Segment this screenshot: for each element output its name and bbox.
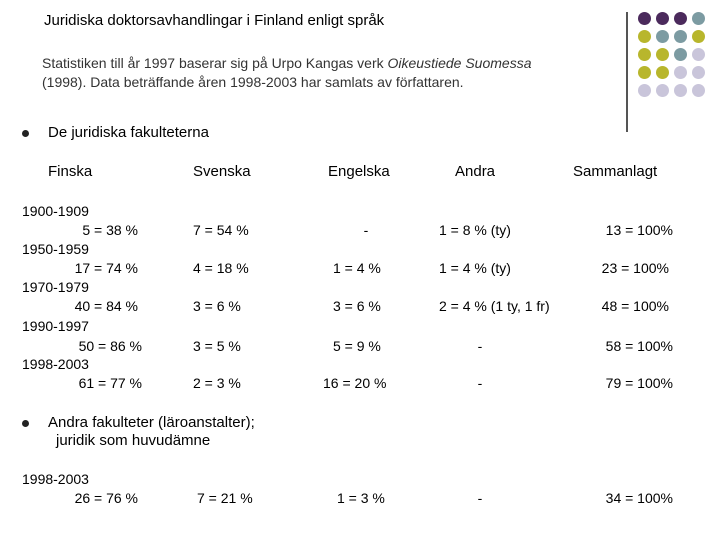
cell-sammanlagt: 13 = 100% xyxy=(605,222,673,238)
cell-svenska: 2 = 3 % xyxy=(193,375,241,391)
column-header-svenska: Svenska xyxy=(193,163,251,180)
column-header-engelska: Engelska xyxy=(328,163,390,180)
cell-finska: 26 = 76 % xyxy=(74,490,138,506)
page-title: Juridiska doktorsavhandlingar i Finland … xyxy=(44,12,385,29)
decorative-dot xyxy=(656,30,669,43)
cell-engelska: 1 = 4 % xyxy=(333,260,381,276)
decorative-dot xyxy=(638,84,651,97)
bullet-icon xyxy=(22,130,29,137)
row-period: 1998-2003 xyxy=(22,471,89,487)
section2-heading-line-1: Andra fakulteter (läroanstalter); xyxy=(48,414,255,431)
column-header-finska: Finska xyxy=(48,163,93,180)
decorative-divider xyxy=(626,12,628,132)
cell-sammanlagt: 48 = 100% xyxy=(601,298,669,314)
cell-engelska: 5 = 9 % xyxy=(333,338,381,354)
cell-andra: 1 = 4 % (ty) xyxy=(439,260,511,276)
row-period: 1900-1909 xyxy=(22,203,89,219)
row-period: 1970-1979 xyxy=(22,279,89,295)
decorative-dot xyxy=(674,12,687,25)
cell-andra: - xyxy=(477,375,483,391)
decorative-dot-grid xyxy=(638,12,714,112)
bullet-icon xyxy=(22,420,29,427)
decorative-dot xyxy=(692,30,705,43)
decorative-dot xyxy=(692,66,705,79)
decorative-dot xyxy=(656,12,669,25)
cell-sammanlagt: 58 = 100% xyxy=(605,338,673,354)
decorative-dot xyxy=(638,48,651,61)
cell-sammanlagt: 34 = 100% xyxy=(605,490,673,506)
decorative-dot xyxy=(692,12,705,25)
decorative-dot xyxy=(656,66,669,79)
cell-andra: - xyxy=(477,338,483,354)
intro-text: Statistiken till år 1997 baserar sig på … xyxy=(42,54,531,92)
cell-finska: 17 = 74 % xyxy=(74,260,138,276)
section1-heading: De juridiska fakulteterna xyxy=(48,124,209,141)
cell-finska: 61 = 77 % xyxy=(78,375,142,391)
cell-engelska: 1 = 3 % xyxy=(337,490,385,506)
cell-finska: 5 = 38 % xyxy=(82,222,138,238)
decorative-dot xyxy=(692,84,705,97)
book-title: Oikeustiede Suomessa xyxy=(387,55,532,71)
row-period: 1990-1997 xyxy=(22,318,89,334)
cell-engelska: - xyxy=(363,222,369,238)
decorative-dot xyxy=(674,30,687,43)
cell-andra: 2 = 4 % (1 ty, 1 fr) xyxy=(439,298,550,314)
cell-svenska: 7 = 54 % xyxy=(193,222,249,238)
decorative-dot xyxy=(638,30,651,43)
decorative-dot xyxy=(656,84,669,97)
decorative-dot xyxy=(674,84,687,97)
intro-line-1: Statistiken till år 1997 baserar sig på … xyxy=(42,54,531,73)
decorative-dot xyxy=(638,66,651,79)
decorative-dot xyxy=(674,66,687,79)
cell-engelska: 16 = 20 % xyxy=(323,375,387,391)
section2-heading: Andra fakulteter (läroanstalter); juridi… xyxy=(48,414,255,450)
cell-svenska: 7 = 21 % xyxy=(197,490,253,506)
cell-svenska: 4 = 18 % xyxy=(193,260,249,276)
cell-sammanlagt: 79 = 100% xyxy=(605,375,673,391)
cell-engelska: 3 = 6 % xyxy=(333,298,381,314)
cell-finska: 40 = 84 % xyxy=(74,298,138,314)
cell-finska: 50 = 86 % xyxy=(78,338,142,354)
decorative-dot xyxy=(692,48,705,61)
intro-line-2: (1998). Data beträffande åren 1998-2003 … xyxy=(42,74,464,90)
cell-andra: 1 = 8 % (ty) xyxy=(439,222,511,238)
cell-svenska: 3 = 6 % xyxy=(193,298,241,314)
cell-sammanlagt: 23 = 100% xyxy=(601,260,669,276)
cell-andra: - xyxy=(477,490,483,506)
row-period: 1950-1959 xyxy=(22,241,89,257)
decorative-dot xyxy=(674,48,687,61)
intro-line-1-text: Statistiken till år 1997 baserar sig på … xyxy=(42,55,388,71)
cell-svenska: 3 = 5 % xyxy=(193,338,241,354)
row-period: 1998-2003 xyxy=(22,356,89,372)
decorative-dot xyxy=(638,12,651,25)
column-header-sammanlagt: Sammanlagt xyxy=(573,163,658,180)
column-header-andra: Andra xyxy=(455,163,496,180)
decorative-dot xyxy=(656,48,669,61)
section2-heading-line-2: juridik som huvudämne xyxy=(56,432,211,449)
